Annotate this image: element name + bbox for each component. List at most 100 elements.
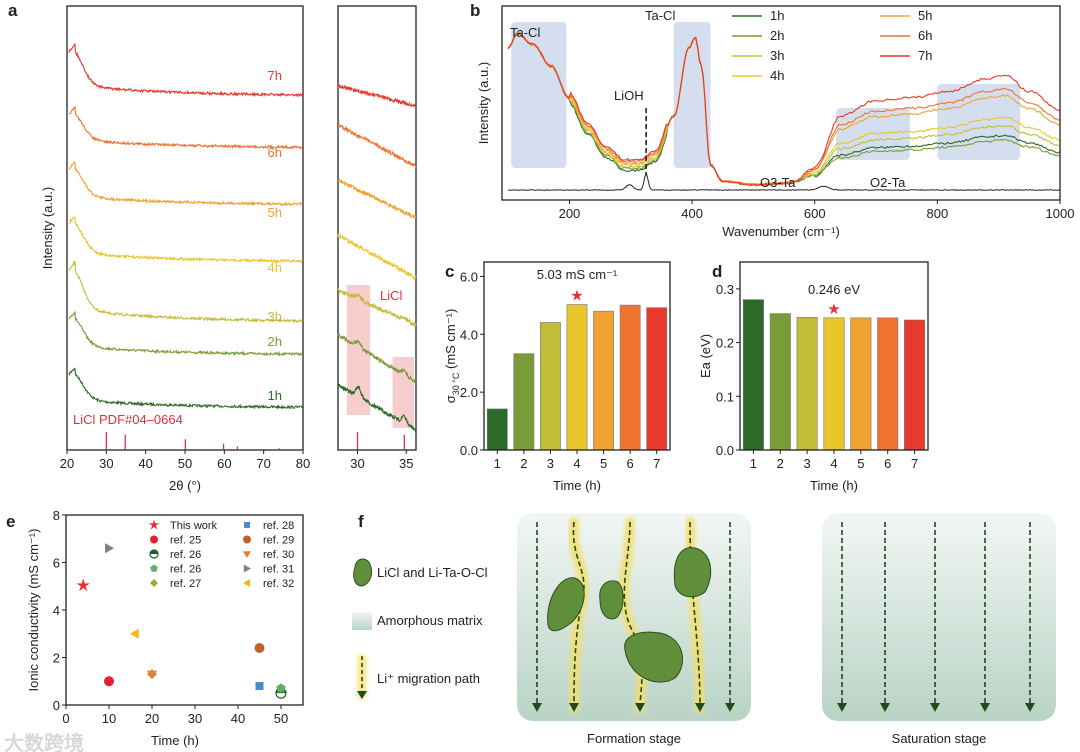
bar-2h (769, 313, 791, 451)
licl-particle (599, 580, 624, 620)
x-axis-label: 2θ (°) (169, 478, 201, 493)
arrow-head-icon (930, 703, 940, 712)
diamond-marker (150, 579, 158, 587)
licl-particle (547, 577, 585, 632)
x-axis-label: Time (h) (810, 478, 858, 493)
y-axis-label: Intensity (a.u.) (40, 187, 55, 269)
x-tick-label: 20 (60, 456, 74, 471)
panel-label-a: a (8, 1, 18, 20)
halfcircle-marker (149, 549, 159, 559)
legend-label: ref. 27 (170, 578, 201, 590)
y-tick-label: 0.0 (460, 443, 478, 458)
inset-curve-3h (337, 288, 417, 328)
y-axis-label: σ30 °C (mS cm⁻¹) (443, 309, 461, 404)
band-highlight (511, 22, 567, 168)
inset-x-tick-label: 30 (350, 456, 364, 471)
x-tick-label: 20 (145, 711, 159, 726)
y-label-sub: 30 °C (451, 372, 461, 395)
legend-label-7h: 7h (918, 48, 932, 63)
x-tick-label: 600 (804, 206, 826, 221)
x-tick-label: 7 (911, 456, 918, 471)
y-tick-label: 0.3 (716, 282, 734, 297)
bar-annotation: 0.246 eV (808, 282, 860, 297)
plot-frame (501, 5, 1061, 201)
arrow-head-icon (635, 703, 645, 712)
y-tick-label: 4.0 (460, 327, 478, 342)
x-tick-label: 4 (830, 456, 837, 471)
x-axis-label: Wavenumber (cm⁻¹) (722, 224, 840, 239)
circle-marker (254, 643, 265, 653)
licl-highlight (346, 285, 371, 415)
bar-7h (904, 319, 926, 451)
x-tick-label: 7 (653, 456, 660, 471)
x-tick-label: 70 (256, 456, 270, 471)
x-tick-label: 0 (62, 711, 69, 726)
x-tick-label: 40 (138, 456, 152, 471)
y-tick-label: 0.0 (716, 443, 734, 458)
bar-1h (486, 408, 508, 451)
y-tick-label: 4 (53, 603, 60, 618)
formation-stage-label: Formation stage (587, 731, 681, 746)
arrow-head-icon (1025, 703, 1035, 712)
x-tick-label: 10 (102, 711, 116, 726)
x-tick-label: 5 (600, 456, 607, 471)
inset-frame (337, 5, 417, 451)
x-axis-label: Time (h) (553, 478, 601, 493)
panel-label-f: f (358, 512, 364, 531)
panel-label-e: e (6, 512, 15, 531)
band-annotation: LiOH (614, 88, 644, 103)
highlight-star-icon: ★ (570, 288, 583, 305)
inset-curve-7h (337, 83, 417, 109)
x-tick-label: 800 (927, 206, 949, 221)
arrow-head-icon (725, 703, 735, 712)
panel-label-d: d (712, 262, 722, 281)
bar-3h (540, 322, 561, 451)
amorphous-matrix-icon (352, 612, 372, 630)
circle-marker (243, 535, 251, 544)
series-label-6h: 6h (268, 145, 282, 160)
watermark: 大数跨境 (4, 731, 84, 752)
legend-label: ref. 28 (263, 520, 294, 532)
y-tick-label: 8 (53, 508, 60, 523)
legend-path-label: Li⁺ migration path (377, 671, 480, 686)
licl-particle (624, 631, 683, 683)
li-migration-path (572, 521, 585, 709)
y-axis-label: Ionic conductivity (mS cm⁻¹) (26, 529, 41, 692)
legend-label-3h: 3h (770, 48, 784, 63)
y-axis-label: Ea (eV) (698, 334, 713, 378)
x-tick-label: 50 (178, 456, 192, 471)
arrow-head-icon (569, 703, 579, 712)
xrd-curve-5h (68, 160, 303, 207)
x-tick-label: 6 (627, 456, 634, 471)
bar-5h (593, 310, 614, 451)
band-annotation: O2-Ta (870, 175, 906, 190)
x-tick-label: 30 (188, 711, 202, 726)
licl-particle-icon (353, 558, 373, 587)
star-marker (148, 519, 160, 530)
xrd-curve-7h (68, 43, 303, 98)
pentagon-marker (276, 683, 286, 693)
triangle-right-marker (243, 564, 251, 573)
x-tick-label: 3 (547, 456, 554, 471)
x-tick-label: 50 (274, 711, 288, 726)
reference-label: LiCl PDF#04–0664 (73, 412, 183, 427)
y-tick-label: 0.2 (716, 336, 734, 351)
legend-label: ref. 26 (170, 549, 201, 561)
panel-e-comparison-scatter: e 0 10 20 30 40 50 0 2 4 6 8 Time (h) Ionic conductiv… (4, 508, 304, 752)
x-tick-label: 5 (857, 456, 864, 471)
arrow-head-icon (532, 703, 542, 712)
panel-b-raman: b Ta-Cl Ta-Cl LiOH O3-Ta O2-Ta 1h 2h 3h 4h 5h 6h 7h 2… (470, 1, 1074, 239)
circle-marker (104, 676, 114, 687)
series-label-4h: 4h (268, 260, 282, 275)
panel-d-activation-energy-bars: d 1 2 3 4 5 6 7 0.0 0.1 0.2 0.3 ★ 0.246 eV Time (h) Ea … (698, 261, 929, 493)
inset-curve-2h (337, 333, 417, 383)
bar-5h (850, 317, 872, 451)
legend-label: ref. 32 (263, 578, 294, 590)
half (150, 550, 158, 554)
panel-label-b: b (470, 1, 480, 20)
band-annotation: Ta-Cl (645, 8, 675, 23)
x-axis-label: Time (h) (151, 733, 199, 748)
x-tick-label: 2 (777, 456, 784, 471)
star-marker (76, 578, 90, 592)
x-tick-label: 3 (804, 456, 811, 471)
